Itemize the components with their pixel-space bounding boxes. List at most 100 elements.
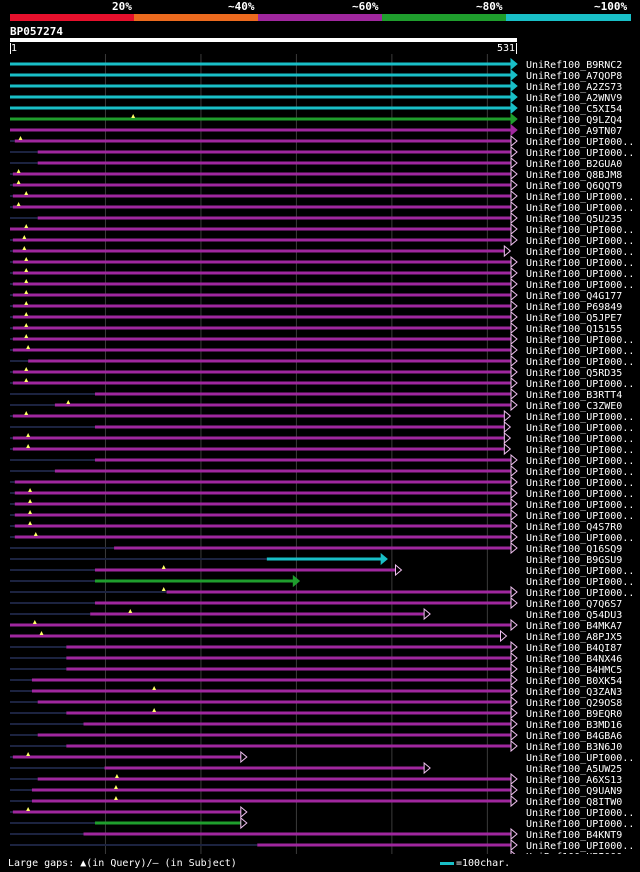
- hit-label: UniRef100_UPI000..: [526, 478, 634, 489]
- hit-arrow: [510, 453, 518, 467]
- hit-arrow: [503, 409, 512, 423]
- hit-label: UniRef100_P69849: [526, 302, 622, 313]
- hit-arrow: [240, 805, 248, 819]
- hit-arrow: [510, 189, 518, 203]
- legend-label-20: 20%: [112, 0, 132, 13]
- identity-legend-labels: 20% ~40% ~60% ~80% ~100%: [0, 0, 640, 14]
- hit-arrow: [510, 112, 518, 126]
- hit-arrow: [510, 673, 518, 687]
- hit-label: UniRef100_UPI000..: [526, 456, 634, 467]
- hit-label: UniRef100_C3ZWE0: [526, 401, 622, 412]
- hit-label: UniRef100_Q8BJM8: [526, 170, 622, 181]
- hit-arrow: [240, 750, 248, 764]
- hit-label: UniRef100_B3N6J0: [526, 742, 622, 753]
- hit-arrow: [510, 332, 518, 346]
- query-gap-marker: [24, 224, 29, 228]
- hit-arrow: [510, 145, 518, 159]
- query-gap-marker: [113, 785, 118, 789]
- hit-label: UniRef100_Q15155: [526, 324, 622, 335]
- legend-swatch-40: [134, 14, 258, 21]
- query-gap-marker: [22, 235, 27, 239]
- hit-arrow: [510, 288, 518, 302]
- hit-arrow: [510, 101, 518, 115]
- hit-arrow: [510, 739, 518, 753]
- query-gap-marker: [152, 686, 157, 690]
- hit-arrow: [510, 156, 518, 170]
- hit-label: UniRef100_C5XI54: [526, 104, 622, 115]
- hit-label: UniRef100_Q9LZQ4: [526, 115, 622, 126]
- query-gap-marker: [128, 609, 133, 613]
- hit-label: UniRef100_UPI000..: [526, 280, 634, 291]
- query-gap-marker: [16, 180, 21, 184]
- legend-label-60: ~60%: [352, 0, 379, 13]
- query-gap-marker: [28, 521, 33, 525]
- hit-arrow: [510, 68, 518, 82]
- query-gap-marker: [24, 312, 29, 316]
- ruler-end-label: 531: [497, 43, 516, 54]
- query-gap-marker: [24, 378, 29, 382]
- legend-label-40: ~40%: [228, 0, 255, 13]
- hit-label: UniRef100_UPI000..: [526, 489, 634, 500]
- hit-label: UniRef100_B3MD16: [526, 720, 622, 731]
- hit-label: UniRef100_A2WNV9: [526, 93, 622, 104]
- hit-label: UniRef100_Q4S7R0: [526, 522, 622, 533]
- hit-arrow: [499, 629, 508, 643]
- hit-arrow: [510, 464, 518, 478]
- hit-label: UniRef100_UPI000..: [526, 588, 634, 599]
- hit-label: UniRef100_B4KNT9: [526, 830, 622, 841]
- query-gap-marker: [24, 334, 29, 338]
- hit-arrow: [510, 508, 518, 522]
- hit-label: UniRef100_UPI000..: [526, 467, 634, 478]
- query-gap-marker: [26, 444, 31, 448]
- hit-arrow: [510, 321, 518, 335]
- scale-key: =100char.: [440, 857, 510, 870]
- hit-label: UniRef100_UPI000..: [526, 841, 634, 852]
- query-gap-marker: [24, 367, 29, 371]
- query-gap-marker: [18, 136, 23, 140]
- hit-label: UniRef100_Q3ZAN3: [526, 687, 622, 698]
- hit-label: UniRef100_UPI000..: [526, 500, 634, 511]
- hit-arrow: [510, 772, 518, 786]
- query-gap-marker: [114, 774, 119, 778]
- hit-arrow: [292, 574, 301, 588]
- hit-label: UniRef100_Q4G177: [526, 291, 622, 302]
- hit-arrow: [510, 211, 518, 225]
- hit-label: UniRef100_A5UW25: [526, 764, 622, 775]
- scale-swatch: [440, 861, 454, 865]
- hit-arrow: [510, 794, 518, 808]
- hit-arrow: [510, 277, 518, 291]
- hit-arrow: [510, 398, 518, 412]
- alignment-plot: UniRef100_B9RNC2UniRef100_A7QOP8UniRef10…: [10, 54, 634, 854]
- query-gap-marker: [152, 708, 157, 712]
- ruler-start-label: 1: [11, 43, 18, 54]
- query-gap-marker: [131, 114, 136, 118]
- hit-arrow: [510, 167, 518, 181]
- query-gap-marker: [32, 620, 37, 624]
- hit-arrow: [510, 57, 518, 71]
- hit-arrow: [510, 530, 518, 544]
- hit-label: UniRef100_UPI000..: [526, 434, 634, 445]
- hit-label: UniRef100_UPI000..: [526, 808, 634, 819]
- query-gap-marker: [26, 345, 31, 349]
- query-gap-marker: [24, 411, 29, 415]
- hit-label: UniRef100_B4HMC5: [526, 665, 622, 676]
- hit-arrow: [510, 123, 518, 137]
- hit-label: UniRef100_UPI000..: [526, 379, 634, 390]
- hit-label: UniRef100_Q5RD35: [526, 368, 622, 379]
- query-gap-marker: [26, 433, 31, 437]
- hit-arrow: [510, 706, 518, 720]
- query-bar: [10, 38, 517, 42]
- hit-arrow: [510, 354, 518, 368]
- hit-arrow: [510, 728, 518, 742]
- hit-label: UniRef100_UPI000..: [526, 269, 634, 280]
- hit-label: UniRef100_UPI000..: [526, 577, 634, 588]
- hit-arrow: [510, 585, 518, 599]
- identity-color-bar: [10, 14, 631, 21]
- hit-label: UniRef100_Q54DU3: [526, 610, 622, 621]
- scale-label: =100char.: [456, 858, 511, 869]
- hit-label: UniRef100_A9TN07: [526, 126, 622, 137]
- gap-legend: Large gaps: ▲(in Query)/― (in Subject): [8, 858, 237, 869]
- query-gap-marker: [24, 323, 29, 327]
- hit-arrow: [510, 618, 518, 632]
- hit-arrow: [510, 222, 518, 236]
